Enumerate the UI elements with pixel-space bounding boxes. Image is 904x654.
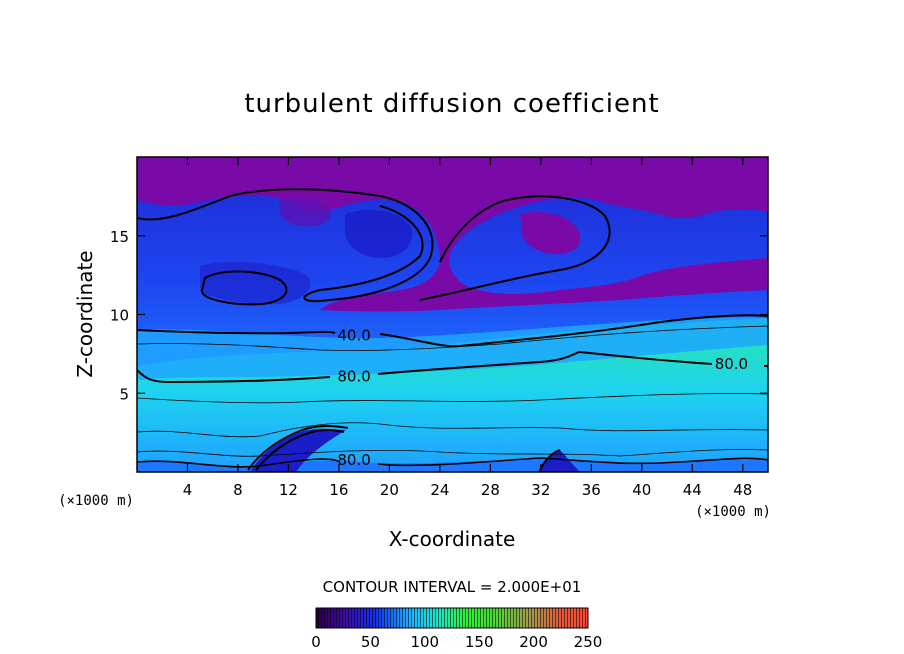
contour-line-thin xyxy=(137,325,768,457)
colorbar-tick-label: 200 xyxy=(519,633,548,651)
x-tick-label: 28 xyxy=(481,481,500,499)
x-tick-label: 44 xyxy=(683,481,702,499)
y-axis: 5 10 15 xyxy=(110,228,768,403)
purple-eddy-left xyxy=(279,198,331,227)
contour-lines xyxy=(137,188,768,471)
colorbar-tick-label: 100 xyxy=(410,633,439,651)
blue-eddy xyxy=(344,210,413,258)
colorbar-tick-label: 150 xyxy=(465,633,494,651)
mountain-2 xyxy=(538,450,580,472)
colorbar-frame xyxy=(315,607,589,629)
contour-label: 80.0 xyxy=(337,368,370,386)
purple-layer xyxy=(137,157,768,312)
purple-eddy-right xyxy=(520,211,581,255)
y-tick-label: 15 xyxy=(110,228,129,246)
contour-label: 80.0 xyxy=(715,355,748,373)
x-unit-right: (×1000 m) xyxy=(695,504,771,520)
x-tick-label: 24 xyxy=(430,481,449,499)
x-axis-label: X-coordinate xyxy=(389,527,516,551)
x-tick-label: 12 xyxy=(279,481,298,499)
contour-line-eddy xyxy=(201,270,288,306)
colorbar-hatching xyxy=(316,608,588,628)
y-tick-label: 10 xyxy=(110,307,129,325)
y-tick-label: 5 xyxy=(119,385,129,403)
x-tick-label: 36 xyxy=(582,481,601,499)
contour-labels: 40.0 80.0 80.0 80.0 xyxy=(337,327,748,469)
mountain-1 xyxy=(250,428,346,472)
x-tick-label: 4 xyxy=(183,481,193,499)
cyan-band xyxy=(137,317,768,380)
colorbar-tick-label: 0 xyxy=(311,633,321,651)
x-axis: 4 8 12 16 20 24 28 32 36 40 44 48 xyxy=(183,157,752,499)
colorbar-ticks: 0 50 100 150 200 250 xyxy=(311,633,602,651)
contour-line-40 xyxy=(137,314,768,348)
chart-title: turbulent diffusion coefficient xyxy=(244,89,659,119)
contour-line-upper xyxy=(137,188,611,302)
x-tick-label: 40 xyxy=(632,481,651,499)
x-tick-label: 16 xyxy=(329,481,348,499)
colorbar-tick-label: 50 xyxy=(361,633,380,651)
x-tick-label: 48 xyxy=(733,481,752,499)
contour-line-mountain xyxy=(247,425,561,471)
x-tick-label: 8 xyxy=(233,481,243,499)
x-tick-label: 20 xyxy=(380,481,399,499)
x-unit-left: (×1000 m) xyxy=(58,493,134,509)
heatmap-field xyxy=(137,157,768,472)
colorbar-tick-label: 250 xyxy=(574,633,603,651)
contour-label: 80.0 xyxy=(337,451,370,469)
colorbar: 0 50 100 150 200 250 xyxy=(311,607,602,651)
y-axis-label: Z-coordinate xyxy=(73,250,97,377)
contour-label: 40.0 xyxy=(337,327,370,345)
contour-interval-text: CONTOUR INTERVAL = 2.000E+01 xyxy=(323,578,582,596)
x-tick-label: 32 xyxy=(531,481,550,499)
